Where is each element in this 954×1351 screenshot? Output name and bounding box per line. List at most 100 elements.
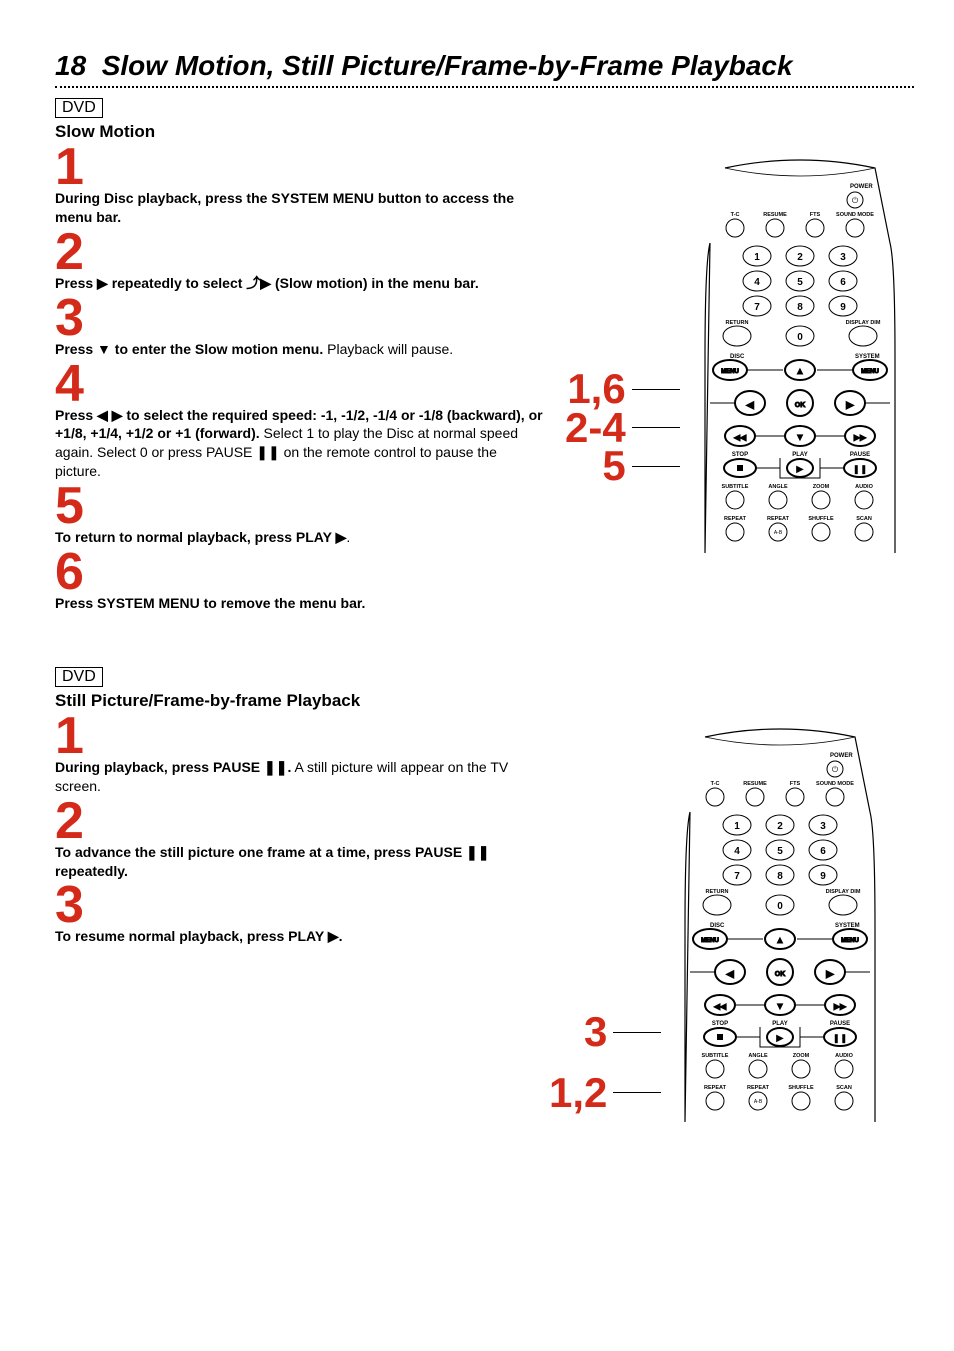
step-body: During Disc playback, press the SYSTEM M…: [55, 189, 545, 227]
svg-text:SCAN: SCAN: [856, 516, 872, 522]
svg-text:▼: ▼: [796, 432, 805, 442]
svg-text:REPEAT: REPEAT: [767, 516, 790, 522]
remote-diagram-1: POWER ⏻ T-C RESUME FTS SOUND MODE 1 2 3 …: [695, 158, 905, 578]
svg-text:6: 6: [820, 846, 826, 857]
svg-text:8: 8: [797, 302, 803, 313]
svg-text:A-B: A-B: [754, 1099, 763, 1105]
svg-text:SCAN: SCAN: [836, 1085, 852, 1091]
step-number: 1: [55, 148, 545, 187]
svg-text:STOP: STOP: [732, 452, 748, 458]
callout-line: [632, 427, 680, 428]
step-number: 1: [55, 717, 545, 756]
svg-text:REPEAT: REPEAT: [724, 516, 747, 522]
step-number: 6: [55, 553, 545, 592]
section2-steps: 1 During playback, press PAUSE ❚❚. A sti…: [55, 717, 545, 1137]
section1-heading: Slow Motion: [55, 122, 914, 142]
svg-text:POWER: POWER: [830, 753, 853, 759]
svg-text:AUDIO: AUDIO: [855, 484, 873, 490]
svg-text:◀: ◀: [726, 969, 734, 980]
svg-text:POWER: POWER: [850, 184, 873, 190]
svg-text:1: 1: [734, 821, 740, 832]
svg-text:A-B: A-B: [774, 530, 783, 536]
svg-text:RETURN: RETURN: [726, 320, 749, 326]
step-number: 3: [55, 886, 545, 925]
svg-text:SUBTITLE: SUBTITLE: [702, 1053, 729, 1059]
svg-text:FTS: FTS: [810, 212, 821, 218]
step-number: 5: [55, 487, 545, 526]
svg-text:RESUME: RESUME: [743, 781, 767, 787]
step-body: Press ◀ ▶ to select the required speed: …: [55, 406, 545, 482]
remote-svg: POWER ⏻ T-C RESUME FTS SOUND MODE 1 2 3 …: [675, 727, 885, 1147]
svg-text:FTS: FTS: [790, 781, 801, 787]
svg-text:▼: ▼: [776, 1001, 785, 1011]
svg-text:T-C: T-C: [731, 212, 740, 218]
svg-text:▲: ▲: [776, 935, 785, 945]
dvd-badge: DVD: [55, 667, 103, 687]
svg-text:OK: OK: [775, 971, 786, 978]
step-body: Press ▶ repeatedly to select ⤴▶ (Slow mo…: [55, 274, 545, 293]
svg-text:◀◀: ◀◀: [734, 433, 747, 442]
step-number: 3: [55, 299, 545, 338]
svg-text:▶▶: ▶▶: [834, 1002, 847, 1011]
svg-text:8: 8: [777, 871, 783, 882]
remote-diagram-2: POWER ⏻ T-C RESUME FTS SOUND MODE 1 2 3 …: [675, 727, 885, 1147]
svg-text:▶▶: ▶▶: [854, 433, 867, 442]
callout-line: [613, 1092, 661, 1093]
svg-text:PAUSE: PAUSE: [830, 1021, 850, 1027]
svg-text:5: 5: [777, 846, 783, 857]
callout-label: 3: [584, 1013, 607, 1052]
svg-text:DISPLAY DIM: DISPLAY DIM: [826, 889, 861, 895]
dvd-badge: DVD: [55, 98, 103, 118]
svg-text:❚❚: ❚❚: [832, 1033, 847, 1044]
svg-text:SYSTEM: SYSTEM: [855, 354, 880, 360]
svg-text:SYSTEM: SYSTEM: [835, 923, 860, 929]
step-number: 2: [55, 233, 545, 272]
svg-text:7: 7: [754, 302, 760, 313]
svg-text:▲: ▲: [796, 366, 805, 376]
svg-text:SHUFFLE: SHUFFLE: [808, 516, 834, 522]
svg-text:◀: ◀: [746, 400, 754, 411]
svg-text:◀◀: ◀◀: [714, 1002, 727, 1011]
svg-text:MENU: MENU: [861, 369, 879, 375]
svg-text:6: 6: [840, 277, 846, 288]
svg-text:RETURN: RETURN: [706, 889, 729, 895]
svg-text:ZOOM: ZOOM: [793, 1053, 810, 1059]
svg-text:REPEAT: REPEAT: [747, 1085, 770, 1091]
svg-text:▶: ▶: [776, 1033, 784, 1044]
svg-text:0: 0: [777, 901, 783, 912]
step-body: During playback, press PAUSE ❚❚. A still…: [55, 758, 545, 796]
step-number: 2: [55, 802, 545, 841]
svg-text:STOP: STOP: [712, 1021, 728, 1027]
page-title-text: Slow Motion, Still Picture/Frame-by-Fram…: [102, 50, 793, 81]
callout-label: 1,6: [567, 370, 625, 409]
svg-text:0: 0: [797, 332, 803, 343]
svg-text:3: 3: [840, 252, 846, 263]
svg-text:SOUND MODE: SOUND MODE: [836, 212, 874, 218]
svg-text:ANGLE: ANGLE: [748, 1053, 768, 1059]
svg-text:2: 2: [797, 252, 803, 263]
section2-heading: Still Picture/Frame-by-frame Playback: [55, 691, 914, 711]
remote-svg: POWER ⏻ T-C RESUME FTS SOUND MODE 1 2 3 …: [695, 158, 905, 578]
svg-text:⏻: ⏻: [852, 196, 859, 205]
svg-text:ANGLE: ANGLE: [768, 484, 788, 490]
svg-text:3: 3: [820, 821, 826, 832]
step-body: To return to normal playback, press PLAY…: [55, 528, 545, 547]
svg-text:T-C: T-C: [711, 781, 720, 787]
svg-text:PLAY: PLAY: [772, 1021, 787, 1027]
svg-text:▶: ▶: [796, 464, 804, 475]
svg-text:PLAY: PLAY: [792, 452, 807, 458]
svg-text:9: 9: [820, 871, 826, 882]
section1-columns: 1 During Disc playback, press the SYSTEM…: [55, 148, 914, 619]
svg-text:7: 7: [734, 871, 740, 882]
step-number: 4: [55, 365, 545, 404]
svg-text:SUBTITLE: SUBTITLE: [722, 484, 749, 490]
page-number: 18: [55, 50, 86, 81]
callout-label: 1,2: [549, 1074, 607, 1113]
svg-text:MENU: MENU: [721, 369, 739, 375]
svg-text:4: 4: [734, 846, 740, 857]
svg-text:▶: ▶: [846, 400, 854, 411]
svg-text:MENU: MENU: [701, 938, 719, 944]
title-divider: [55, 86, 914, 88]
svg-text:SHUFFLE: SHUFFLE: [788, 1085, 814, 1091]
svg-text:❚❚: ❚❚: [852, 464, 867, 475]
